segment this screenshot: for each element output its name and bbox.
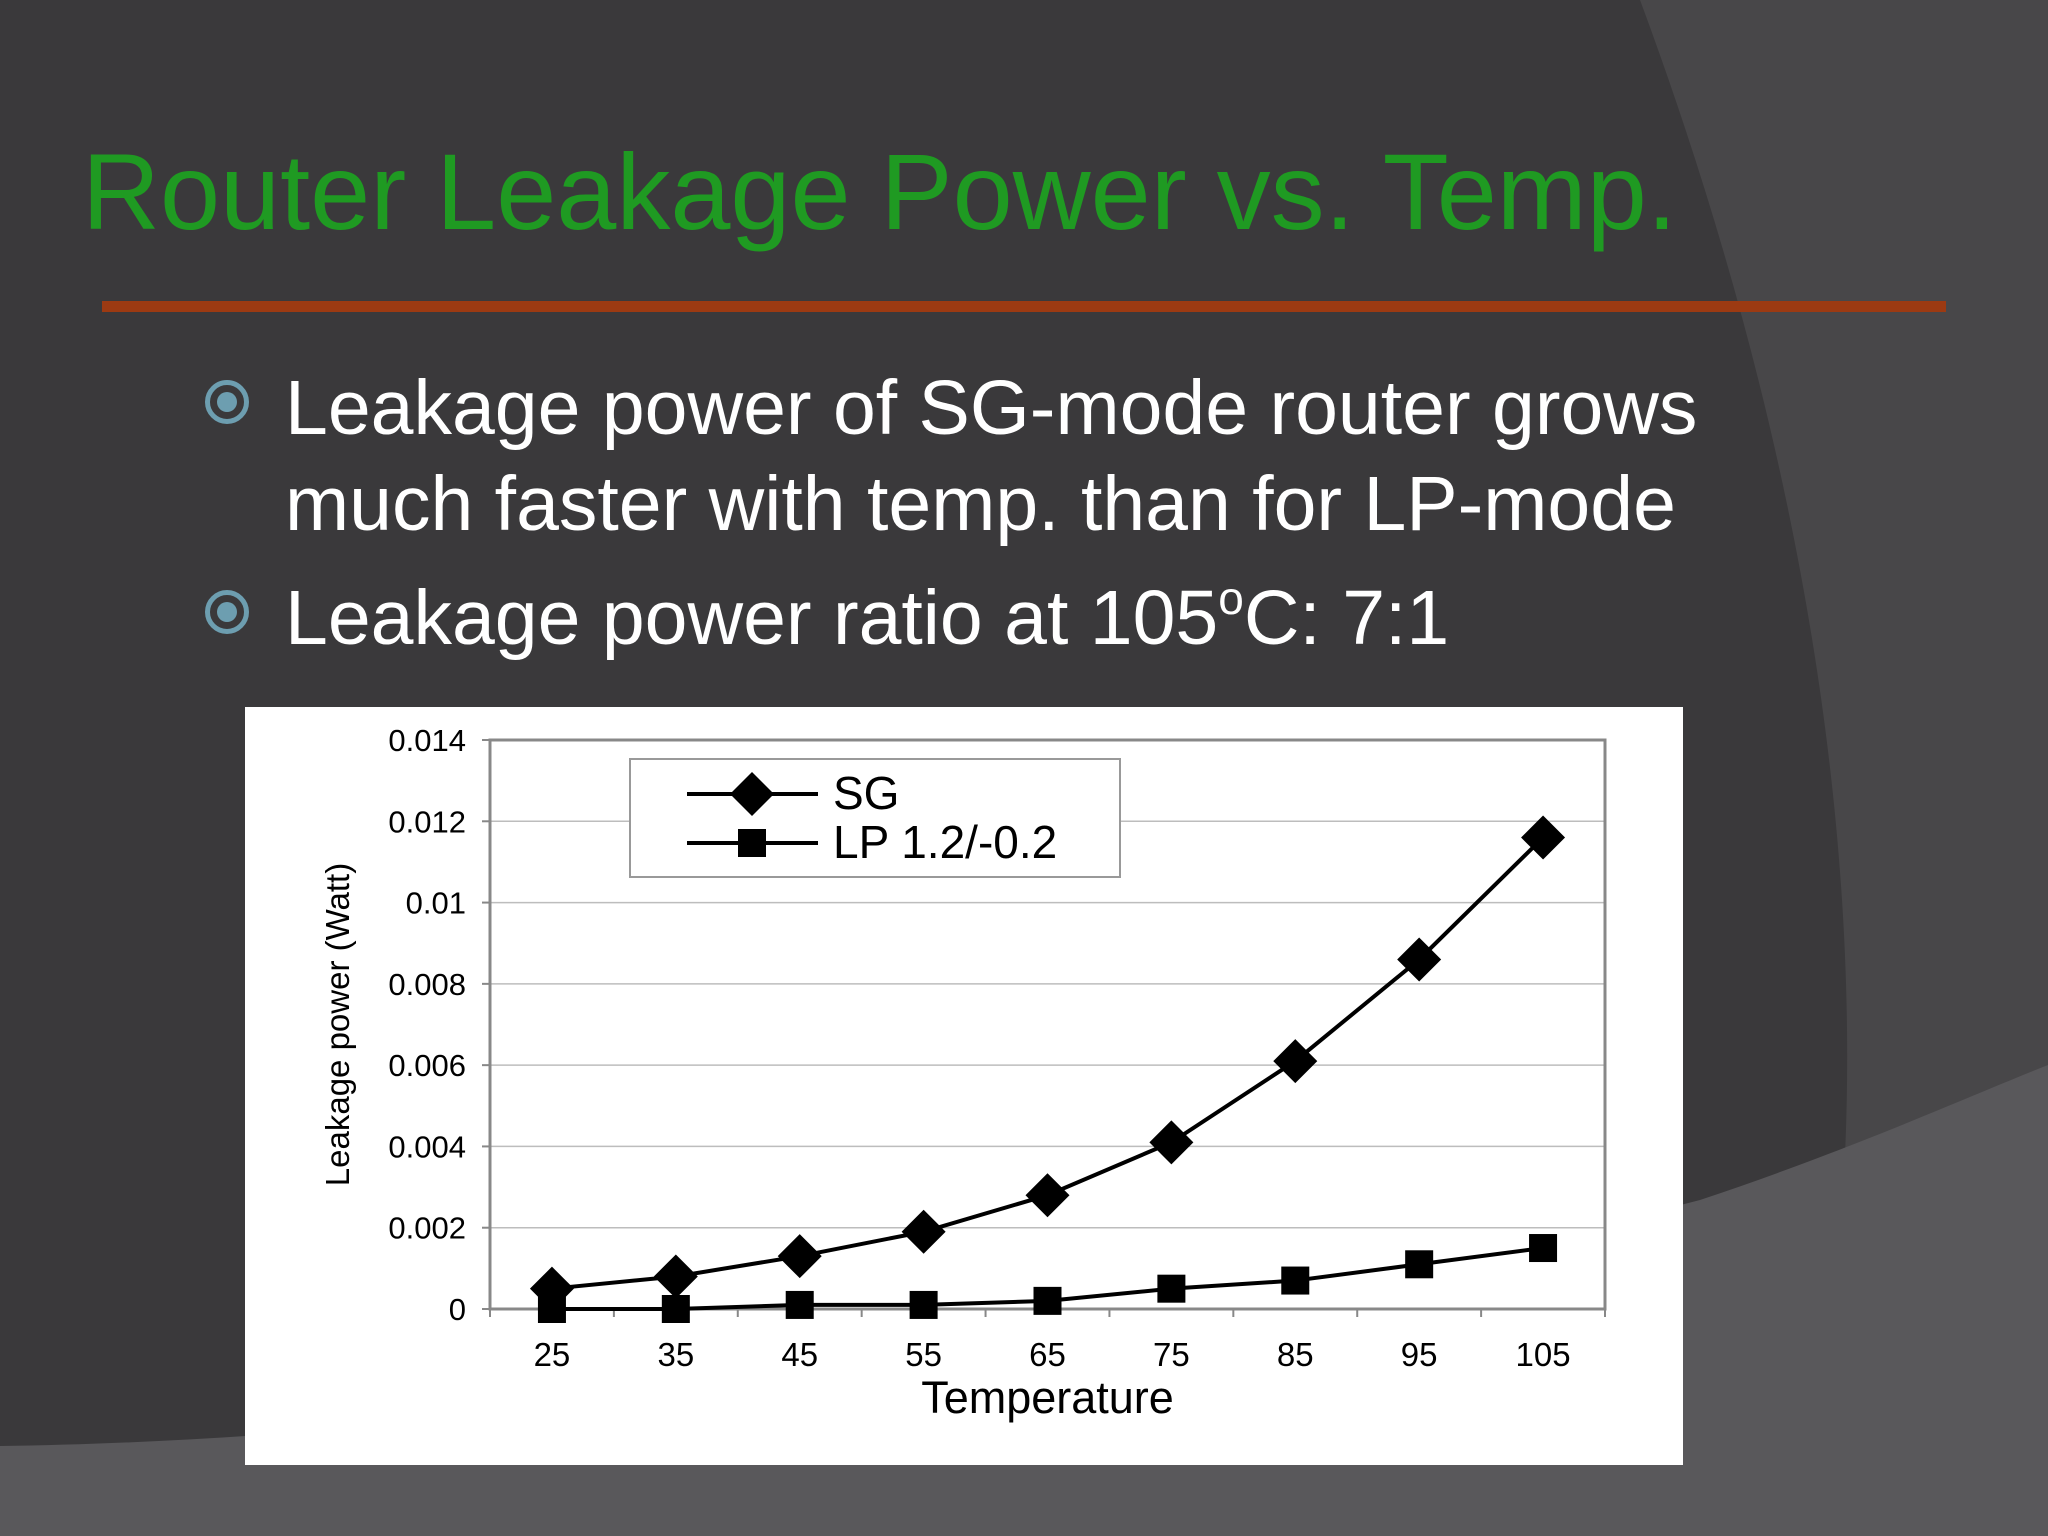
y-tick-label: 0.002 — [388, 1211, 466, 1246]
x-tick-label: 105 — [1516, 1336, 1571, 1373]
bullet-list: Leakage power of SG-mode router grows mu… — [205, 360, 2005, 684]
x-tick-label: 45 — [781, 1336, 818, 1373]
x-tick-label: 85 — [1277, 1336, 1314, 1373]
bullet-text: Leakage power of SG-mode router grows mu… — [285, 360, 2005, 552]
data-point-sg — [1149, 1120, 1194, 1165]
x-tick-label: 65 — [1029, 1336, 1066, 1373]
data-point-sg — [1397, 937, 1442, 982]
data-point-lp — [1281, 1266, 1310, 1295]
bullet-text-part: C: 7:1 — [1243, 575, 1450, 661]
data-point-lp — [785, 1290, 814, 1319]
data-point-lp — [1405, 1250, 1434, 1279]
y-tick-label: 0.008 — [388, 967, 466, 1002]
y-axis-title: Leakage power (Watt) — [319, 863, 356, 1186]
y-tick-label: 0.012 — [388, 804, 466, 839]
x-tick-label: 75 — [1153, 1336, 1190, 1373]
degree-superscript: o — [1218, 572, 1244, 624]
title-underline-rule — [102, 301, 1946, 312]
y-tick-label: 0.006 — [388, 1048, 466, 1083]
series-line-sg — [551, 836, 1545, 1291]
data-point-sg — [1025, 1173, 1070, 1218]
y-tick-label: 0 — [449, 1292, 466, 1327]
data-point-lp — [1157, 1274, 1186, 1303]
data-point-sg — [777, 1234, 822, 1279]
x-tick-label: 35 — [657, 1336, 694, 1373]
x-axis-title: Temperature — [921, 1372, 1174, 1423]
data-point-lp — [1529, 1234, 1558, 1263]
leakage-power-chart: 0 0.002 0.004 0.006 0.008 0.01 0.012 0.014 25 35 4… — [319, 723, 1607, 1423]
target-bullet-icon — [205, 380, 249, 424]
data-point-lp — [661, 1295, 690, 1323]
y-tick-label: 0.014 — [388, 723, 466, 758]
bullet-line: much faster with temp. than for LP-mode — [285, 461, 1676, 547]
bullet-text-part: Leakage power ratio at 105 — [285, 575, 1219, 661]
bullet-text: Leakage power ratio at 105oC: 7:1 — [285, 570, 2005, 666]
y-tick-label: 0.004 — [388, 1129, 466, 1164]
data-point-sg — [1521, 815, 1566, 860]
x-tick-label: 25 — [534, 1336, 571, 1373]
bullet-line: Leakage power of SG-mode router grows — [285, 365, 1698, 451]
y-tick-label: 0.01 — [406, 886, 466, 921]
x-tick-label: 95 — [1401, 1336, 1438, 1373]
data-point-sg — [901, 1209, 946, 1254]
target-bullet-icon — [205, 590, 249, 634]
legend-box — [629, 758, 1121, 878]
data-point-sg — [1273, 1039, 1318, 1084]
data-point-sg — [653, 1254, 698, 1299]
legend-label: LP 1.2/-0.2 — [833, 816, 1057, 868]
bullet-item: Leakage power of SG-mode router grows mu… — [205, 360, 2005, 552]
legend-label: SG — [833, 767, 899, 819]
slide-title: Router Leakage Power vs. Temp. — [82, 131, 1677, 252]
legend-marker — [730, 772, 774, 816]
data-point-lp — [537, 1295, 566, 1323]
data-point-lp — [909, 1290, 938, 1319]
x-tick-label: 55 — [905, 1336, 942, 1373]
data-point-lp — [1033, 1286, 1062, 1315]
chart-panel: 0 0.002 0.004 0.006 0.008 0.01 0.012 0.014 25 35 4… — [245, 707, 1683, 1465]
bullet-item: Leakage power ratio at 105oC: 7:1 — [205, 570, 2005, 666]
legend-marker — [738, 829, 766, 857]
